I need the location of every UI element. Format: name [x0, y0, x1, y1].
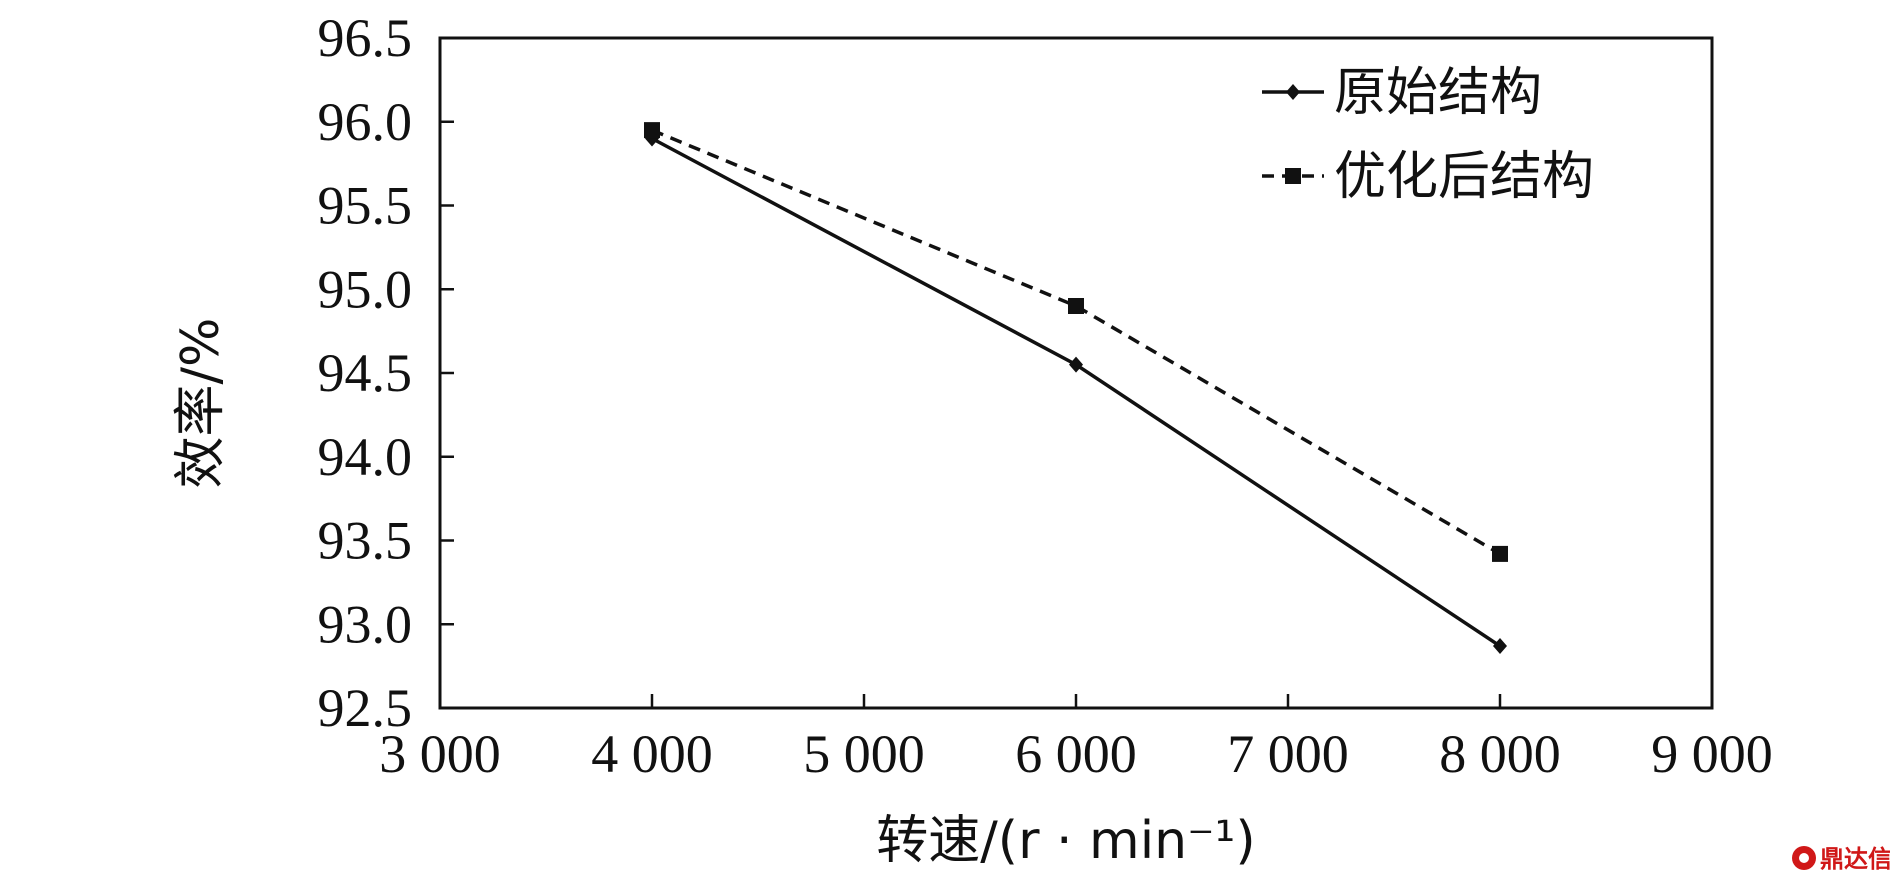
x-tick-label: 3 000 [379, 724, 501, 784]
y-tick-label: 95.0 [318, 259, 413, 319]
data-point-square [644, 122, 660, 139]
data-point-square [1492, 545, 1508, 562]
legend-label: 原始结构 [1334, 63, 1542, 123]
y-tick-label: 95.5 [318, 176, 413, 236]
legend-item: 原始结构 [1262, 63, 1542, 123]
x-tick-label: 6 000 [1015, 724, 1137, 784]
legend-label: 优化后结构 [1334, 147, 1594, 207]
y-tick-label: 96.5 [318, 8, 413, 68]
plot-area-frame [438, 36, 1714, 710]
series-line [651, 136, 1501, 648]
x-tick-label: 8 000 [1439, 724, 1561, 784]
x-tick-label: 5 000 [803, 724, 925, 784]
series-line [651, 128, 1501, 556]
watermark-logo-icon [1792, 846, 1816, 870]
y-tick-label: 93.5 [318, 511, 413, 571]
series-layer [644, 122, 1508, 655]
legend-item: 优化后结构 [1262, 147, 1594, 207]
x-tick-label: 4 000 [591, 724, 713, 784]
series-2 [644, 122, 1508, 562]
watermark: 鼎达信 [1792, 845, 1890, 873]
x-tick-label: 9 000 [1651, 724, 1773, 784]
data-point-square [1285, 168, 1301, 184]
y-tick-label: 94.5 [318, 343, 413, 403]
x-tick-label: 7 000 [1227, 724, 1349, 784]
series-1 [645, 130, 1507, 655]
x-axis-title: 转速/(r · min⁻¹) [876, 811, 1255, 871]
y-tick-label: 96.0 [318, 92, 413, 152]
data-point-diamond [1286, 84, 1300, 100]
y-axis-title: 效率/% [171, 318, 231, 489]
y-tick-label: 94.0 [318, 427, 413, 487]
data-point-diamond [1069, 356, 1083, 373]
watermark-text: 鼎达信 [1820, 845, 1890, 873]
data-point-square [1068, 298, 1084, 314]
y-tick-label: 93.0 [318, 594, 413, 654]
x-axis-ticks: 3 000 4 000 5 000 6 000 7 000 8 000 9 000 [379, 694, 1773, 784]
data-point-diamond [1493, 638, 1507, 655]
y-axis-ticks: 92.5 93.0 93.5 94.0 94.5 95.0 95.5 96.0 96.5 [318, 8, 454, 738]
y-tick-label: 92.5 [318, 678, 413, 738]
